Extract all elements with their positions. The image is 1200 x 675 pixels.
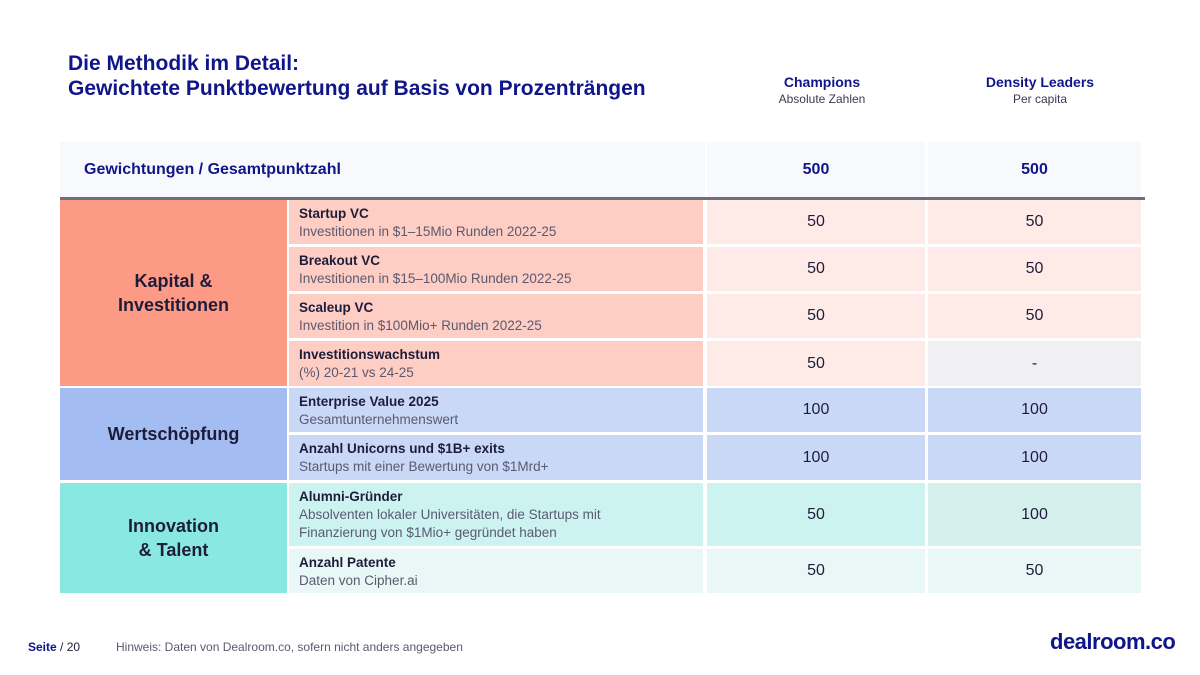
metric-name: Breakout VC	[299, 253, 381, 268]
metric-name: Investitionswachstum	[299, 347, 441, 362]
metric-desc: Startups mit einer Bewertung von $1Mrd+	[299, 459, 549, 474]
value-champions-breakout-vc: 50	[707, 247, 925, 291]
category-value: Wertschöpfung	[60, 388, 287, 480]
value-density-breakout-vc: 50	[928, 247, 1141, 291]
category-capital-line-2: Investitionen	[117, 295, 229, 315]
page-title: Die Methodik im Detail: Gewichtete Punkt…	[68, 51, 646, 101]
category-innovation-line-1: Innovation	[128, 516, 219, 536]
column-header-champions-sub: Absolute Zahlen	[778, 92, 866, 106]
metric-name: Startup VC	[299, 206, 369, 221]
weights-label: Gewichtungen / Gesamtpunktzahl	[60, 142, 705, 197]
title-line-1: Die Methodik im Detail:	[68, 52, 300, 75]
value-density-enterprise-value: 100	[928, 388, 1141, 432]
weights-champions: 500	[707, 142, 925, 197]
header-divider	[60, 197, 1145, 200]
value-density-investment-growth: -	[928, 341, 1141, 386]
metric-investment-growth: Investitionswachstum (%) 20-21 vs 24-25	[289, 341, 703, 386]
category-capital-line-1: Kapital &	[134, 271, 213, 291]
value-density-unicorns: 100	[928, 435, 1141, 480]
metric-desc: Investitionen in $15–100Mio Runden 2022-…	[299, 271, 572, 286]
weights-density: 500	[928, 142, 1141, 197]
metric-desc-line-2: Finanzierung von $1Mio+ gegründet haben	[299, 525, 557, 540]
value-champions-enterprise-value: 100	[707, 388, 925, 432]
page-num: 20	[66, 640, 81, 654]
column-header-density-sub: Per capita	[1012, 92, 1068, 106]
value-champions-patents: 50	[707, 549, 925, 593]
metric-desc: Gesamtunternehmenswert	[299, 412, 459, 427]
page-label: Seite	[28, 640, 57, 654]
value-density-startup-vc: 50	[928, 200, 1141, 244]
metric-startup-vc: Startup VC Investitionen in $1–15Mio Run…	[289, 200, 703, 244]
column-header-density: Density Leaders Per capita	[930, 74, 1150, 108]
value-density-alumni-founders: 100	[928, 483, 1141, 546]
column-header-density-name: Density Leaders	[985, 74, 1095, 90]
metric-desc: Investition in $100Mio+ Runden 2022-25	[299, 318, 542, 333]
metric-enterprise-value: Enterprise Value 2025 Gesamtunternehmens…	[289, 388, 703, 432]
metric-desc: Absolventen lokaler Universitäten, die S…	[299, 507, 601, 522]
metric-desc: Investitionen in $1–15Mio Runden 2022-25	[299, 224, 557, 239]
metric-name: Anzahl Patente	[299, 555, 396, 570]
value-champions-investment-growth: 50	[707, 341, 925, 386]
metric-unicorns: Anzahl Unicorns und $1B+ exits Startups …	[289, 435, 703, 480]
value-champions-alumni-founders: 50	[707, 483, 925, 546]
category-innovation-line-2: & Talent	[138, 540, 209, 560]
footer-note: Hinweis: Daten von Dealroom.co, sofern n…	[116, 640, 463, 654]
category-value-label: Wertschöpfung	[107, 424, 240, 444]
page-separator: /	[56, 640, 67, 654]
dealroom-logo: dealroom.co	[1050, 629, 1176, 654]
metric-desc: (%) 20-21 vs 24-25	[299, 365, 414, 380]
value-champions-unicorns: 100	[707, 435, 925, 480]
column-header-champions-name: Champions	[783, 74, 861, 90]
category-capital: Kapital & Investitionen	[60, 200, 287, 386]
methodology-table: Gewichtungen / Gesamtpunktzahl 500 500 K…	[60, 142, 1145, 593]
title-line-2: Gewichtete Punktbewertung auf Basis von …	[68, 77, 646, 100]
metric-name: Alumni-Gründer	[299, 489, 403, 504]
metric-patents: Anzahl Patente Daten von Cipher.ai	[289, 549, 703, 593]
metric-scaleup-vc: Scaleup VC Investition in $100Mio+ Runde…	[289, 294, 703, 338]
metric-name: Anzahl Unicorns und $1B+ exits	[299, 441, 505, 456]
value-density-patents: 50	[928, 549, 1141, 593]
column-header-champions: Champions Absolute Zahlen	[712, 74, 932, 108]
metric-name: Enterprise Value 2025	[299, 394, 439, 409]
metric-alumni-founders: Alumni-Gründer Absolventen lokaler Unive…	[289, 483, 703, 546]
metric-name: Scaleup VC	[299, 300, 374, 315]
value-champions-startup-vc: 50	[707, 200, 925, 244]
metric-breakout-vc: Breakout VC Investitionen in $15–100Mio …	[289, 247, 703, 291]
page-number: Seite / 20	[28, 640, 80, 654]
value-champions-scaleup-vc: 50	[707, 294, 925, 338]
category-innovation: Innovation & Talent	[60, 483, 287, 593]
value-density-scaleup-vc: 50	[928, 294, 1141, 338]
metric-desc: Daten von Cipher.ai	[299, 573, 418, 588]
